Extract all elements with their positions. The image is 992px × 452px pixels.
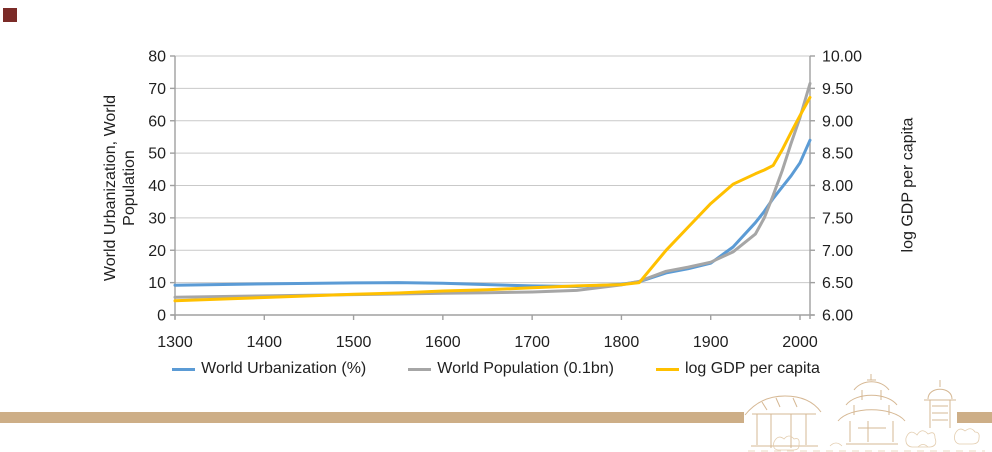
left-axis-title-line2: Population xyxy=(121,150,138,226)
x-axis-tick-label: 1600 xyxy=(425,334,461,351)
legend-label: World Urbanization (%) xyxy=(201,360,367,377)
right-axis-title: log GDP per capita xyxy=(899,117,917,253)
x-axis-tick-label: 1300 xyxy=(157,334,193,351)
left-axis-tick-label: 50 xyxy=(148,146,166,163)
series-line-2 xyxy=(173,95,812,303)
left-axis-tick-label: 20 xyxy=(148,243,166,260)
right-axis-tick-label: 9.50 xyxy=(822,81,853,98)
footer-accent-bar xyxy=(0,412,992,423)
x-axis-tick-label: 1700 xyxy=(514,334,550,351)
legend-line-swatch-blue xyxy=(172,367,196,371)
legend-line-swatch-gold xyxy=(655,367,679,371)
x-axis-tick-label: 1800 xyxy=(604,334,640,351)
right-axis-tick-label: 6.50 xyxy=(822,275,853,292)
slide-corner-accent-square xyxy=(3,8,17,22)
left-axis-tick-label: 60 xyxy=(148,113,166,130)
legend-item-world-urbanization: World Urbanization (%) xyxy=(172,360,366,378)
x-axis-tick-label: 1900 xyxy=(693,334,729,351)
right-axis-tick-label: 9.00 xyxy=(822,113,853,130)
left-axis-tick-label: 70 xyxy=(148,81,166,98)
left-axis-tick-label: 10 xyxy=(148,275,166,292)
x-axis-tick-label: 1500 xyxy=(336,334,372,351)
right-axis-tick-label: 7.50 xyxy=(822,210,853,227)
left-axis-tick-label: 0 xyxy=(157,308,166,325)
left-axis-title: World Urbanization, World Population xyxy=(102,95,140,281)
left-axis-tick-label: 40 xyxy=(148,178,166,195)
legend-label: log GDP per capita xyxy=(684,360,820,377)
legend-item-log-gdp: log GDP per capita xyxy=(655,360,820,378)
legend-label: World Population (0.1bn) xyxy=(437,360,614,377)
legend-item-world-population: World Population (0.1bn) xyxy=(408,360,614,378)
temple-roofs xyxy=(744,374,956,448)
right-axis-tick-label: 7.00 xyxy=(822,243,853,260)
series-line-1 xyxy=(173,82,812,299)
right-axis-tick-label: 10.00 xyxy=(822,49,862,66)
temple-foliage xyxy=(748,428,985,452)
left-axis-tick-label: 30 xyxy=(148,210,166,227)
right-axis-tick-label: 8.00 xyxy=(822,178,853,195)
x-axis-tick-label: 1400 xyxy=(246,334,282,351)
left-axis-title-line1: World Urbanization, World xyxy=(102,94,120,282)
legend-line-swatch-gray xyxy=(408,367,432,371)
series-line-0 xyxy=(173,138,812,288)
right-axis-tick-label: 8.50 xyxy=(822,146,853,163)
temple-watermark-illustration xyxy=(744,374,985,452)
chart-legend: World Urbanization (%) World Population … xyxy=(0,360,992,378)
left-axis-tick-label: 80 xyxy=(148,49,166,66)
right-axis-tick-label: 6.00 xyxy=(822,308,853,325)
x-axis-tick-label: 2000 xyxy=(782,334,818,351)
